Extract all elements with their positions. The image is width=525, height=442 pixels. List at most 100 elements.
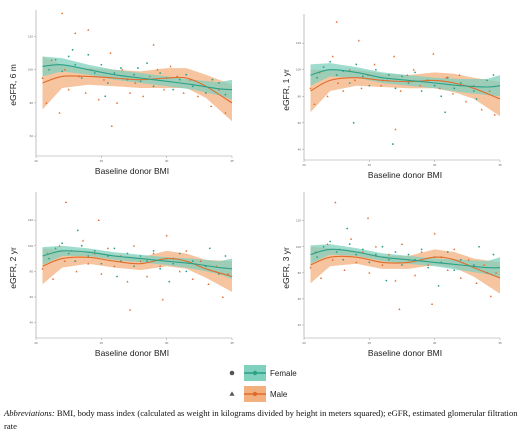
male-smooth-line [310, 255, 501, 279]
male-point [176, 75, 179, 78]
male-point [196, 95, 200, 98]
female-point [316, 76, 318, 79]
female-point [322, 245, 325, 248]
female-point [178, 78, 181, 81]
male-point [480, 108, 483, 111]
female-point [172, 262, 175, 265]
female-point [374, 68, 377, 71]
male-point [185, 249, 188, 252]
y-tick-label: 80 [298, 271, 302, 275]
male-point [121, 68, 124, 71]
x-axis-label: Baseline donor BMI [95, 348, 169, 358]
female-point [414, 71, 416, 74]
female-point [139, 80, 142, 83]
male-point [126, 280, 129, 283]
male-confidence-band [310, 246, 500, 294]
female-point [374, 253, 377, 256]
male-point [475, 282, 478, 285]
female-point [427, 266, 430, 269]
male-point [64, 201, 68, 204]
y-tick-label: 60 [30, 295, 34, 299]
male-point [348, 68, 351, 71]
female-point [54, 58, 57, 61]
y-tick-label: 120 [296, 41, 301, 45]
female-point [71, 48, 74, 51]
female-point [67, 55, 70, 58]
female-point [381, 245, 384, 248]
female-point [80, 244, 83, 247]
male-point [309, 87, 312, 90]
female-point [401, 75, 403, 78]
male-point [343, 269, 346, 272]
chart-panels: 60 80 100 120 20 25 30 35 eGFR, 6 m Baseline dono… [8, 10, 502, 358]
caption-text: BMI, body mass index (calculated as weig… [4, 408, 518, 431]
male-point [109, 51, 112, 54]
male-point [331, 55, 334, 58]
male-point [75, 270, 78, 273]
female-point [152, 85, 155, 88]
male-point [459, 276, 462, 279]
legend-label: Female [270, 369, 297, 378]
female-point [361, 248, 364, 251]
female-point [74, 260, 77, 263]
male-point [313, 103, 316, 106]
female-point [208, 247, 211, 250]
female-point [61, 70, 64, 73]
caption-label: Abbreviations: [4, 408, 55, 418]
x-tick-label: 30 [165, 159, 169, 163]
male-point [148, 75, 151, 78]
male-point [41, 267, 44, 270]
male-point [399, 89, 402, 92]
male-point [360, 87, 363, 90]
female-point [459, 258, 462, 261]
female-point [361, 75, 364, 78]
male-point [165, 234, 168, 237]
male-point [489, 295, 492, 298]
female-point [146, 260, 148, 263]
legend-swatch-dot [252, 370, 258, 376]
female-point [444, 111, 447, 114]
male-point [335, 20, 338, 23]
male-point [494, 271, 498, 274]
female-point [316, 256, 318, 259]
female-point [459, 82, 462, 84]
male-point [326, 242, 329, 245]
female-point [453, 87, 456, 90]
x-tick-label: 20 [302, 163, 306, 167]
figure-caption: Abbreviations: BMI, body mass index (cal… [4, 407, 519, 432]
female-point [218, 82, 220, 84]
male-point [100, 272, 103, 275]
female-point [391, 143, 394, 145]
legend: Female Male [229, 365, 297, 402]
male-point [110, 124, 113, 127]
x-axis-label: Baseline donor BMI [368, 170, 442, 180]
female-smooth-line [310, 69, 501, 88]
female-point [440, 95, 443, 98]
male-point [420, 250, 423, 253]
legend-item-female: Female [229, 365, 297, 381]
male-point [400, 242, 404, 245]
male-point [488, 89, 491, 92]
female-point [329, 60, 332, 63]
male-point [132, 244, 136, 247]
female-point [191, 260, 194, 263]
male-point [67, 88, 70, 91]
female-point [48, 257, 50, 260]
x-axis-label: Baseline donor BMI [368, 348, 442, 358]
male-point [106, 247, 109, 250]
male-point [357, 39, 360, 42]
female-confidence-band [42, 245, 232, 280]
male-point [453, 248, 456, 251]
male-point [381, 263, 384, 266]
female-point [407, 82, 410, 84]
female-point [80, 77, 83, 79]
male-point [209, 105, 213, 108]
female-point [348, 243, 351, 246]
female-point [185, 73, 188, 76]
male-point [102, 78, 106, 81]
male-point [427, 263, 430, 266]
female-point [61, 242, 64, 245]
female-point [159, 72, 162, 74]
female-point [475, 98, 478, 100]
male-point [451, 92, 455, 95]
